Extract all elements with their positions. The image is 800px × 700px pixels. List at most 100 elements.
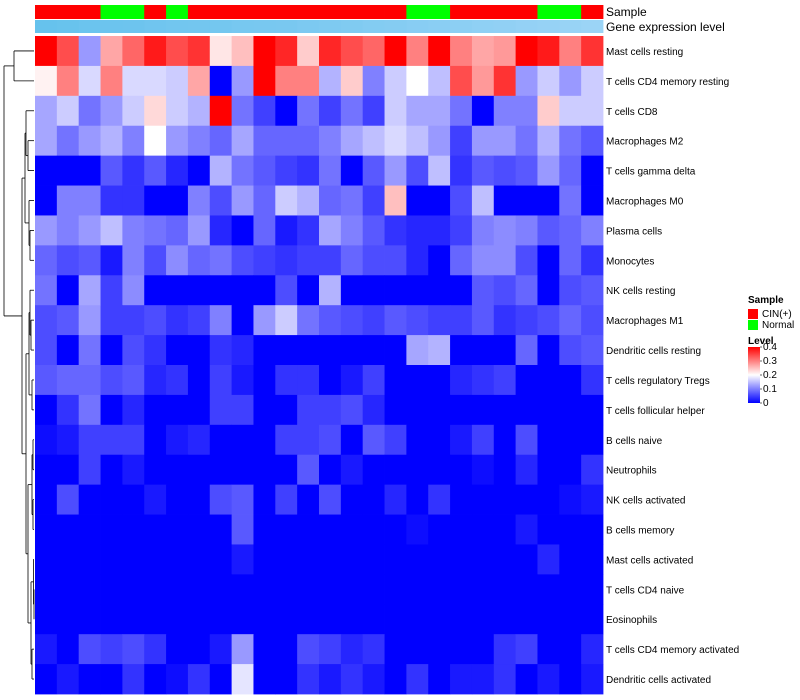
row-label: B cells naive: [606, 436, 663, 447]
heatmap-cell: [297, 514, 320, 545]
heatmap-cell: [100, 245, 123, 276]
heatmap-cell: [450, 394, 473, 426]
heatmap-cell: [187, 155, 211, 186]
heatmap-cell: [56, 36, 80, 67]
heatmap-cell: [471, 424, 495, 456]
heatmap-cell: [384, 245, 407, 276]
heatmap-cell: [559, 634, 582, 665]
heatmap-cell: [231, 65, 254, 97]
heatmap-cell: [319, 544, 342, 575]
heatmap-cell: [450, 634, 473, 665]
heatmap-cell: [100, 424, 123, 456]
heatmap-cell: [493, 305, 517, 336]
level-legend-tick-label: 0.4: [763, 342, 777, 353]
row-label: Eosinophils: [606, 615, 657, 626]
heatmap-cell: [144, 65, 167, 97]
heatmap-cell: [166, 95, 189, 127]
heatmap-cell: [537, 95, 560, 127]
heatmap-cell: [231, 365, 254, 396]
heatmap-cell: [56, 574, 80, 605]
heatmap-cell: [581, 634, 604, 665]
heatmap-cell: [253, 634, 276, 665]
heatmap-cell: [187, 544, 211, 575]
heatmap-cell: [471, 514, 495, 545]
heatmap-cell: [100, 36, 123, 67]
heatmap-cell: [100, 305, 123, 336]
heatmap-cell: [78, 574, 101, 605]
heatmap-cell: [340, 125, 364, 157]
heatmap-cell: [275, 245, 298, 276]
heatmap-cell: [428, 514, 451, 545]
heatmap-cell: [100, 185, 123, 216]
heatmap-cell: [340, 65, 364, 97]
heatmap-cell: [100, 544, 123, 575]
heatmap-cell: [209, 245, 233, 276]
sample-annotation-cell: [253, 5, 276, 19]
heatmap-cell: [428, 65, 451, 97]
heatmap-cell: [275, 65, 298, 97]
heatmap-cell: [78, 604, 101, 635]
heatmap-cell: [384, 424, 407, 456]
heatmap-cell: [209, 215, 233, 246]
heatmap-cell: [319, 484, 342, 515]
heatmap-cell: [581, 574, 604, 605]
heatmap-cell: [559, 484, 582, 515]
heatmap-cell: [275, 275, 298, 306]
heatmap-cell: [362, 394, 385, 426]
heatmap-cell: [362, 454, 385, 486]
heatmap-cell: [450, 245, 473, 276]
heatmap-cell: [428, 664, 451, 695]
heatmap-cell: [515, 574, 538, 605]
heatmap-cell: [406, 335, 429, 366]
sample-annotation-cell: [559, 5, 582, 19]
heatmap-cell: [144, 155, 167, 186]
heatmap-cell: [297, 305, 320, 336]
heatmap-cell: [537, 365, 560, 396]
sample-annotation-cell: [340, 5, 364, 19]
heatmap-cell: [450, 365, 473, 396]
heatmap-cell: [559, 394, 582, 426]
heatmap-cell: [406, 454, 429, 486]
heatmap-cell: [340, 544, 364, 575]
heatmap-cell: [581, 544, 604, 575]
sample-annotation-cell: [537, 5, 560, 19]
heatmap-cell: [406, 394, 429, 426]
heatmap-cell: [209, 454, 233, 486]
heatmap-cell: [122, 424, 145, 456]
heatmap-cell: [450, 454, 473, 486]
heatmap-cell: [450, 155, 473, 186]
row-label: T cells regulatory Tregs: [606, 376, 710, 387]
heatmap-cell: [362, 215, 385, 246]
heatmap-cell: [384, 335, 407, 366]
heatmap-cell: [559, 664, 582, 695]
heatmap-cell: [319, 335, 342, 366]
heatmap-cell: [493, 155, 517, 186]
level-legend-tick-label: 0.2: [763, 370, 777, 381]
heatmap-cell: [35, 185, 58, 216]
heatmap-cell: [493, 36, 517, 67]
level-legend-tick-label: 0.3: [763, 356, 777, 367]
heatmap-cell: [166, 185, 189, 216]
heatmap-cell: [493, 365, 517, 396]
heatmap-cell: [384, 65, 407, 97]
heatmap-cell: [100, 394, 123, 426]
heatmap-cell: [297, 544, 320, 575]
heatmap-cell: [428, 245, 451, 276]
heatmap-cell: [471, 185, 495, 216]
heatmap-cell: [428, 604, 451, 635]
heatmap-cell: [187, 514, 211, 545]
heatmap-cell: [78, 454, 101, 486]
heatmap-cell: [100, 664, 123, 695]
heatmap-cell: [275, 514, 298, 545]
heatmap-cell: [406, 125, 429, 157]
sample-annotation-cell: [471, 5, 495, 19]
heatmap-cell: [275, 335, 298, 366]
heatmap-cell: [275, 664, 298, 695]
heatmap-cell: [122, 275, 145, 306]
heatmap-cell: [56, 544, 80, 575]
heatmap-cell: [450, 424, 473, 456]
heatmap-cell: [559, 125, 582, 157]
heatmap-cell: [384, 95, 407, 127]
heatmap-cell: [471, 65, 495, 97]
